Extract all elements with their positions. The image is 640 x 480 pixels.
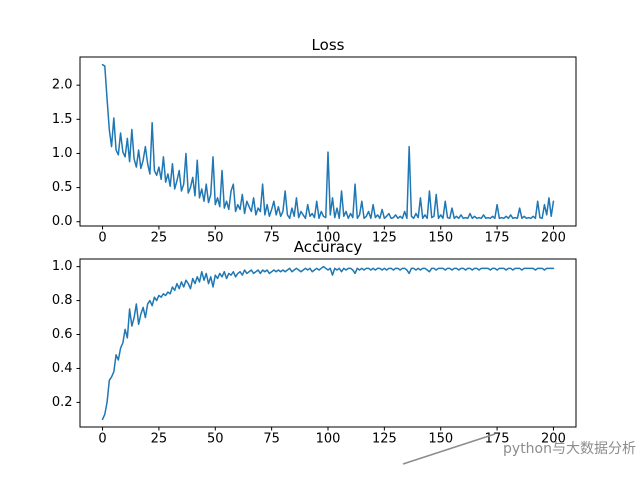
y-tick-label: 0.2 <box>52 395 73 410</box>
y-tick-label: 1.0 <box>52 146 73 161</box>
series-line <box>101 265 555 421</box>
subplot-title: Loss <box>312 36 345 54</box>
x-tick-label: 0 <box>98 431 106 446</box>
x-tick-label: 200 <box>541 431 566 446</box>
y-tick-label: 2.0 <box>52 78 73 93</box>
x-tick-label: 0 <box>98 230 106 245</box>
subplot-title: Accuracy <box>294 238 363 256</box>
x-tick-label: 150 <box>428 230 453 245</box>
y-tick-label: 1.5 <box>52 112 73 127</box>
x-tick-label: 75 <box>263 431 280 446</box>
axes-frame <box>79 56 577 227</box>
y-tick-label: 0.0 <box>52 214 73 229</box>
x-tick-label: 75 <box>263 230 280 245</box>
x-tick-label: 25 <box>151 431 168 446</box>
y-tick-label: 0.8 <box>52 293 73 308</box>
x-tick-label: 150 <box>428 431 453 446</box>
x-tick-label: 200 <box>541 230 566 245</box>
x-tick-label: 125 <box>372 230 397 245</box>
x-tick-label: 125 <box>372 431 397 446</box>
axes-frame <box>79 258 577 428</box>
x-tick-label: 25 <box>151 230 168 245</box>
x-tick-label: 100 <box>316 431 341 446</box>
series-line <box>101 63 555 220</box>
x-tick-label: 50 <box>207 431 224 446</box>
y-tick-label: 1.0 <box>52 259 73 274</box>
x-tick-label: 175 <box>485 431 510 446</box>
y-tick-label: 0.4 <box>52 361 73 376</box>
x-tick-label: 50 <box>207 230 224 245</box>
x-tick-label: 100 <box>316 230 341 245</box>
y-tick-label: 0.5 <box>52 180 73 195</box>
x-tick-label: 175 <box>485 230 510 245</box>
y-tick-label: 0.6 <box>52 327 73 342</box>
